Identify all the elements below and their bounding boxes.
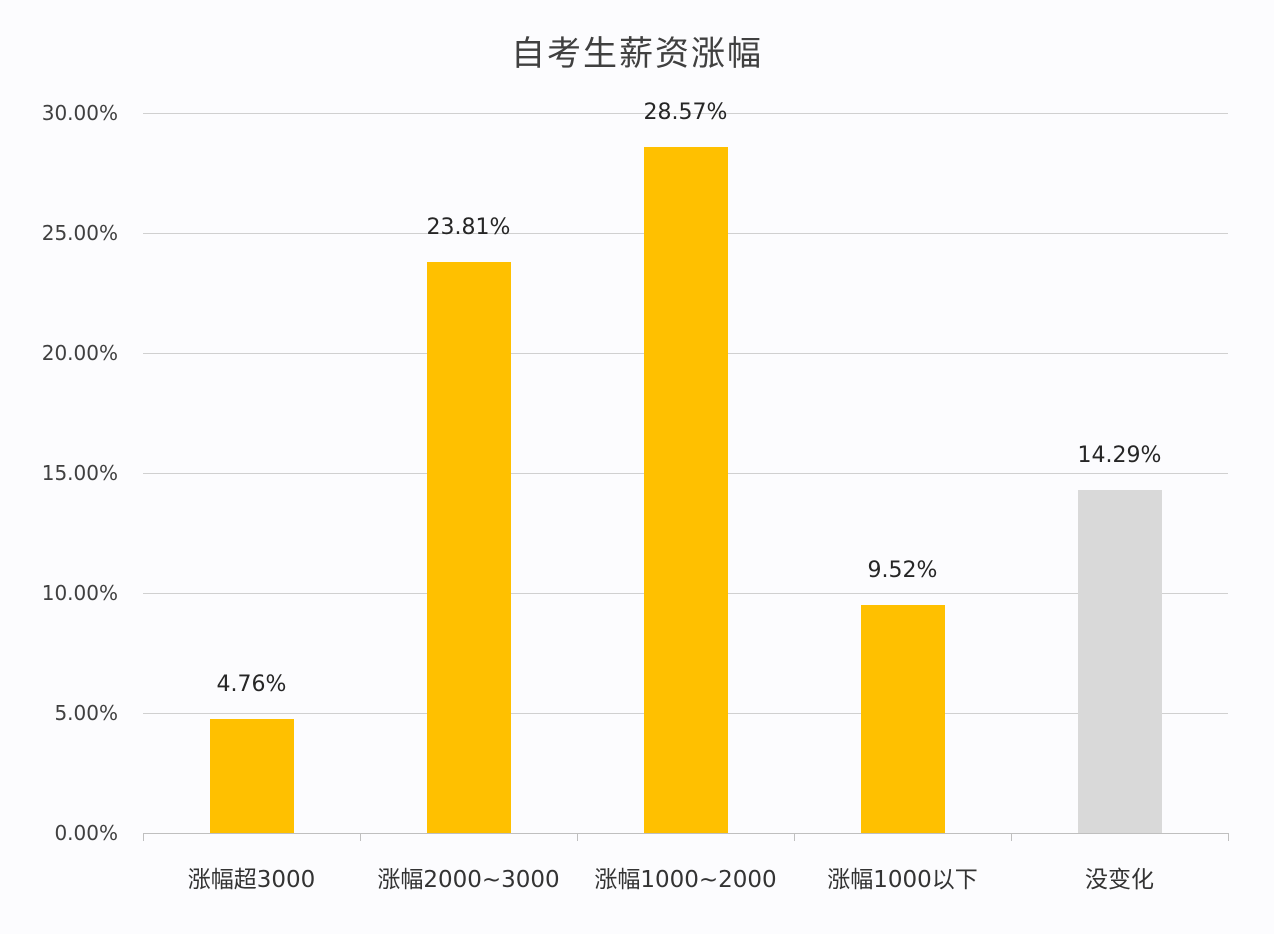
x-tick-mark: [143, 833, 144, 841]
x-tick-mark: [360, 833, 361, 841]
chart-title: 自考生薪资涨幅: [511, 34, 763, 74]
plot-area: 4.76% 23.81% 28.57% 9.52% 14.29%: [143, 100, 1228, 833]
x-tick-mark: [1228, 833, 1229, 841]
data-label: 9.52%: [867, 557, 938, 583]
y-tick-label: 0.00%: [54, 821, 118, 845]
x-tick-label: 涨幅2000~3000: [377, 867, 560, 893]
x-tick-label: 涨幅1000以下: [827, 867, 978, 893]
x-tick-label: 涨幅1000~2000: [594, 867, 777, 893]
bar: [643, 147, 728, 833]
data-label: 23.81%: [426, 214, 511, 240]
y-tick-label: 5.00%: [54, 701, 118, 725]
x-tick-mark: [577, 833, 578, 841]
x-tick-mark: [1011, 833, 1012, 841]
gridline: [143, 113, 1228, 114]
x-tick-label: 涨幅超3000: [187, 867, 316, 893]
y-tick-label: 30.00%: [41, 101, 118, 125]
x-tick-mark: [794, 833, 795, 841]
y-tick-label: 15.00%: [41, 461, 118, 485]
x-axis-line: [143, 833, 1228, 834]
y-tick-label: 25.00%: [41, 221, 118, 245]
bar: [1077, 490, 1162, 833]
bar: [860, 604, 945, 833]
data-label: 28.57%: [643, 100, 728, 126]
y-tick-label: 10.00%: [41, 581, 118, 605]
y-tick-label: 20.00%: [41, 341, 118, 365]
x-tick-label: 没变化: [1085, 867, 1154, 893]
data-label: 4.76%: [216, 671, 287, 697]
bar: [209, 718, 294, 833]
data-label: 14.29%: [1077, 443, 1162, 469]
bar: [426, 261, 511, 833]
